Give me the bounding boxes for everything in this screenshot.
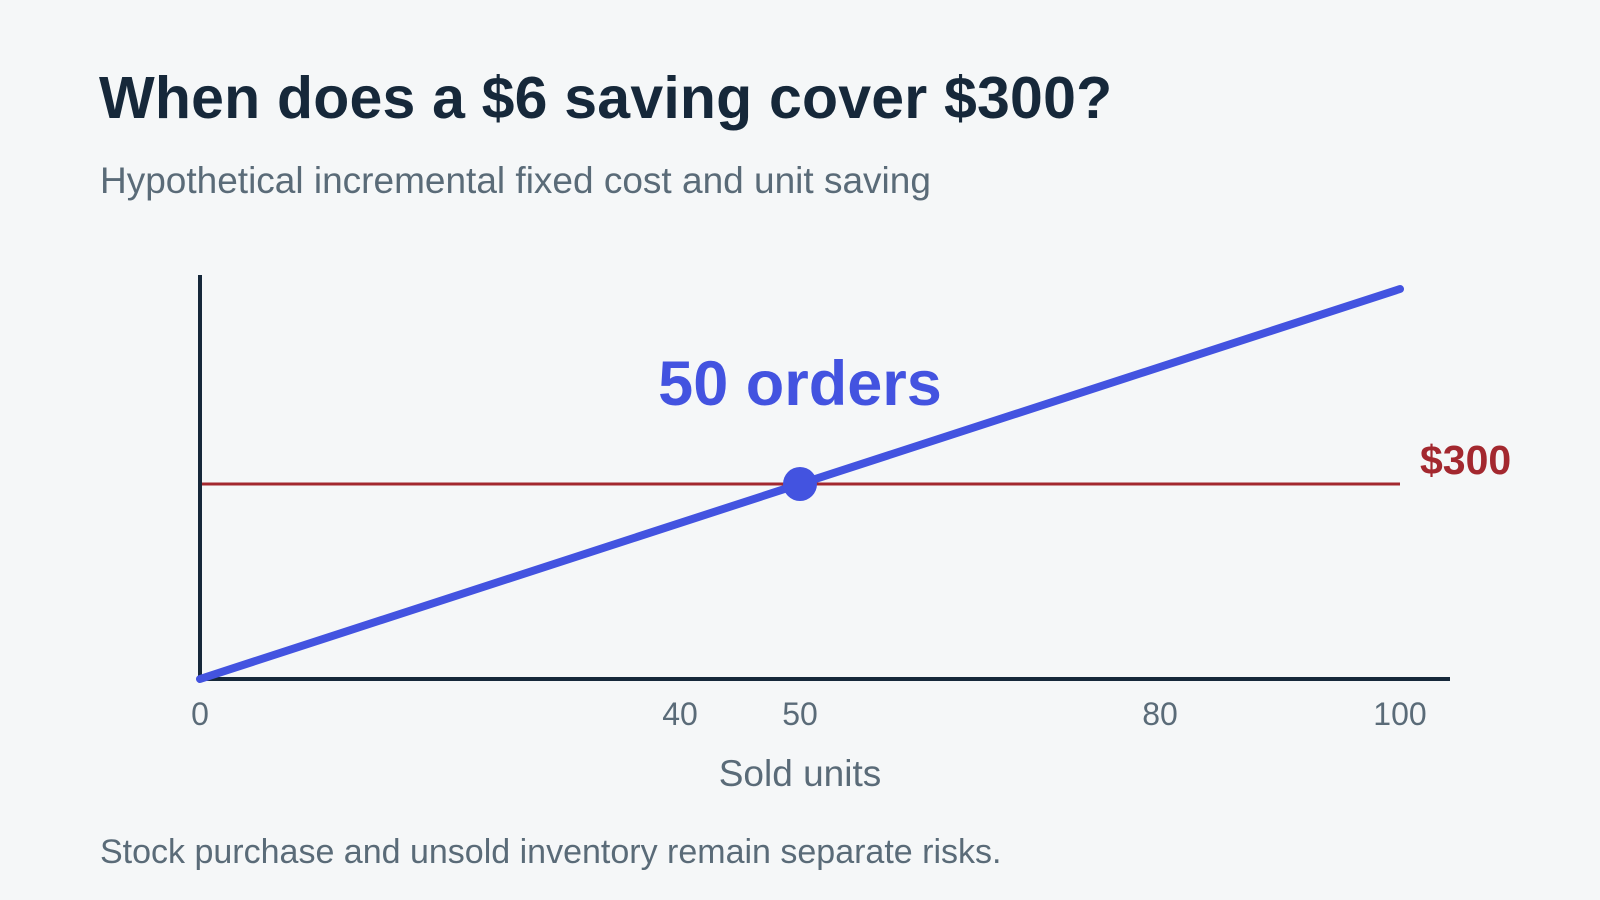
footnote: Stock purchase and unsold inventory rema…	[100, 833, 1002, 871]
x-tick-label: 40	[662, 696, 698, 732]
x-tick-label: 80	[1142, 696, 1178, 732]
x-tick-label: 100	[1373, 696, 1426, 732]
chart-title: When does a $6 saving cover $300?	[99, 65, 1113, 131]
x-tick-label: 0	[191, 696, 209, 732]
break-even-annotation: 50 orders	[658, 349, 942, 419]
chart-subtitle: Hypothetical incremental fixed cost and …	[100, 160, 931, 201]
break-even-point	[783, 467, 817, 501]
x-axis-title: Sold units	[719, 753, 882, 794]
x-tick-label: 50	[782, 696, 818, 732]
x-tick-labels: 0 40 50 80 100	[191, 696, 1427, 732]
threshold-label: $300	[1420, 437, 1511, 483]
